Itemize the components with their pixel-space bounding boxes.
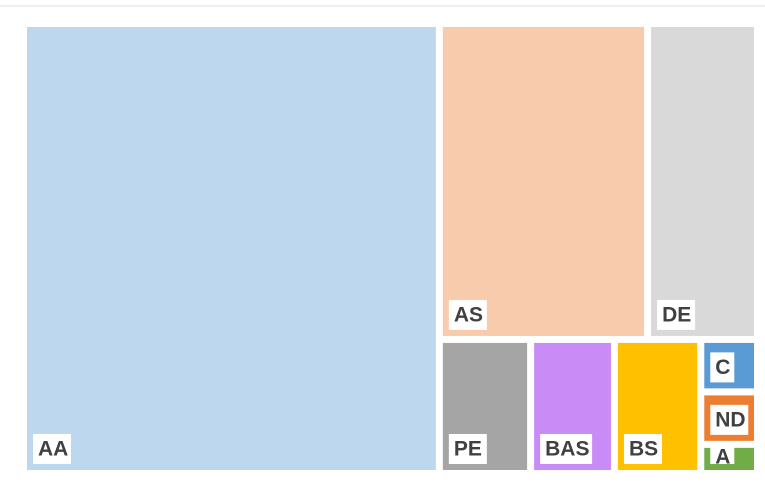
tile-label: ND	[715, 408, 745, 431]
tile	[651, 27, 754, 336]
tile-label: BAS	[545, 438, 589, 461]
tile-label: C	[715, 356, 730, 379]
tile	[27, 27, 436, 470]
label-bg	[448, 434, 487, 464]
tile-label: DE	[662, 303, 691, 326]
tile-label: AS	[454, 303, 483, 326]
label-bg	[623, 434, 662, 464]
tile-label: A	[715, 445, 730, 468]
label-bg	[710, 404, 749, 435]
tile-label: AA	[38, 438, 68, 461]
tile-label: PE	[454, 438, 482, 461]
label-bg	[710, 352, 735, 383]
label-bg	[710, 441, 735, 464]
label-bg	[657, 299, 696, 330]
label-bg	[448, 299, 487, 330]
label-bg	[540, 434, 593, 464]
tile	[442, 27, 645, 336]
label-bg	[33, 434, 71, 464]
tile-label: BS	[629, 438, 658, 461]
